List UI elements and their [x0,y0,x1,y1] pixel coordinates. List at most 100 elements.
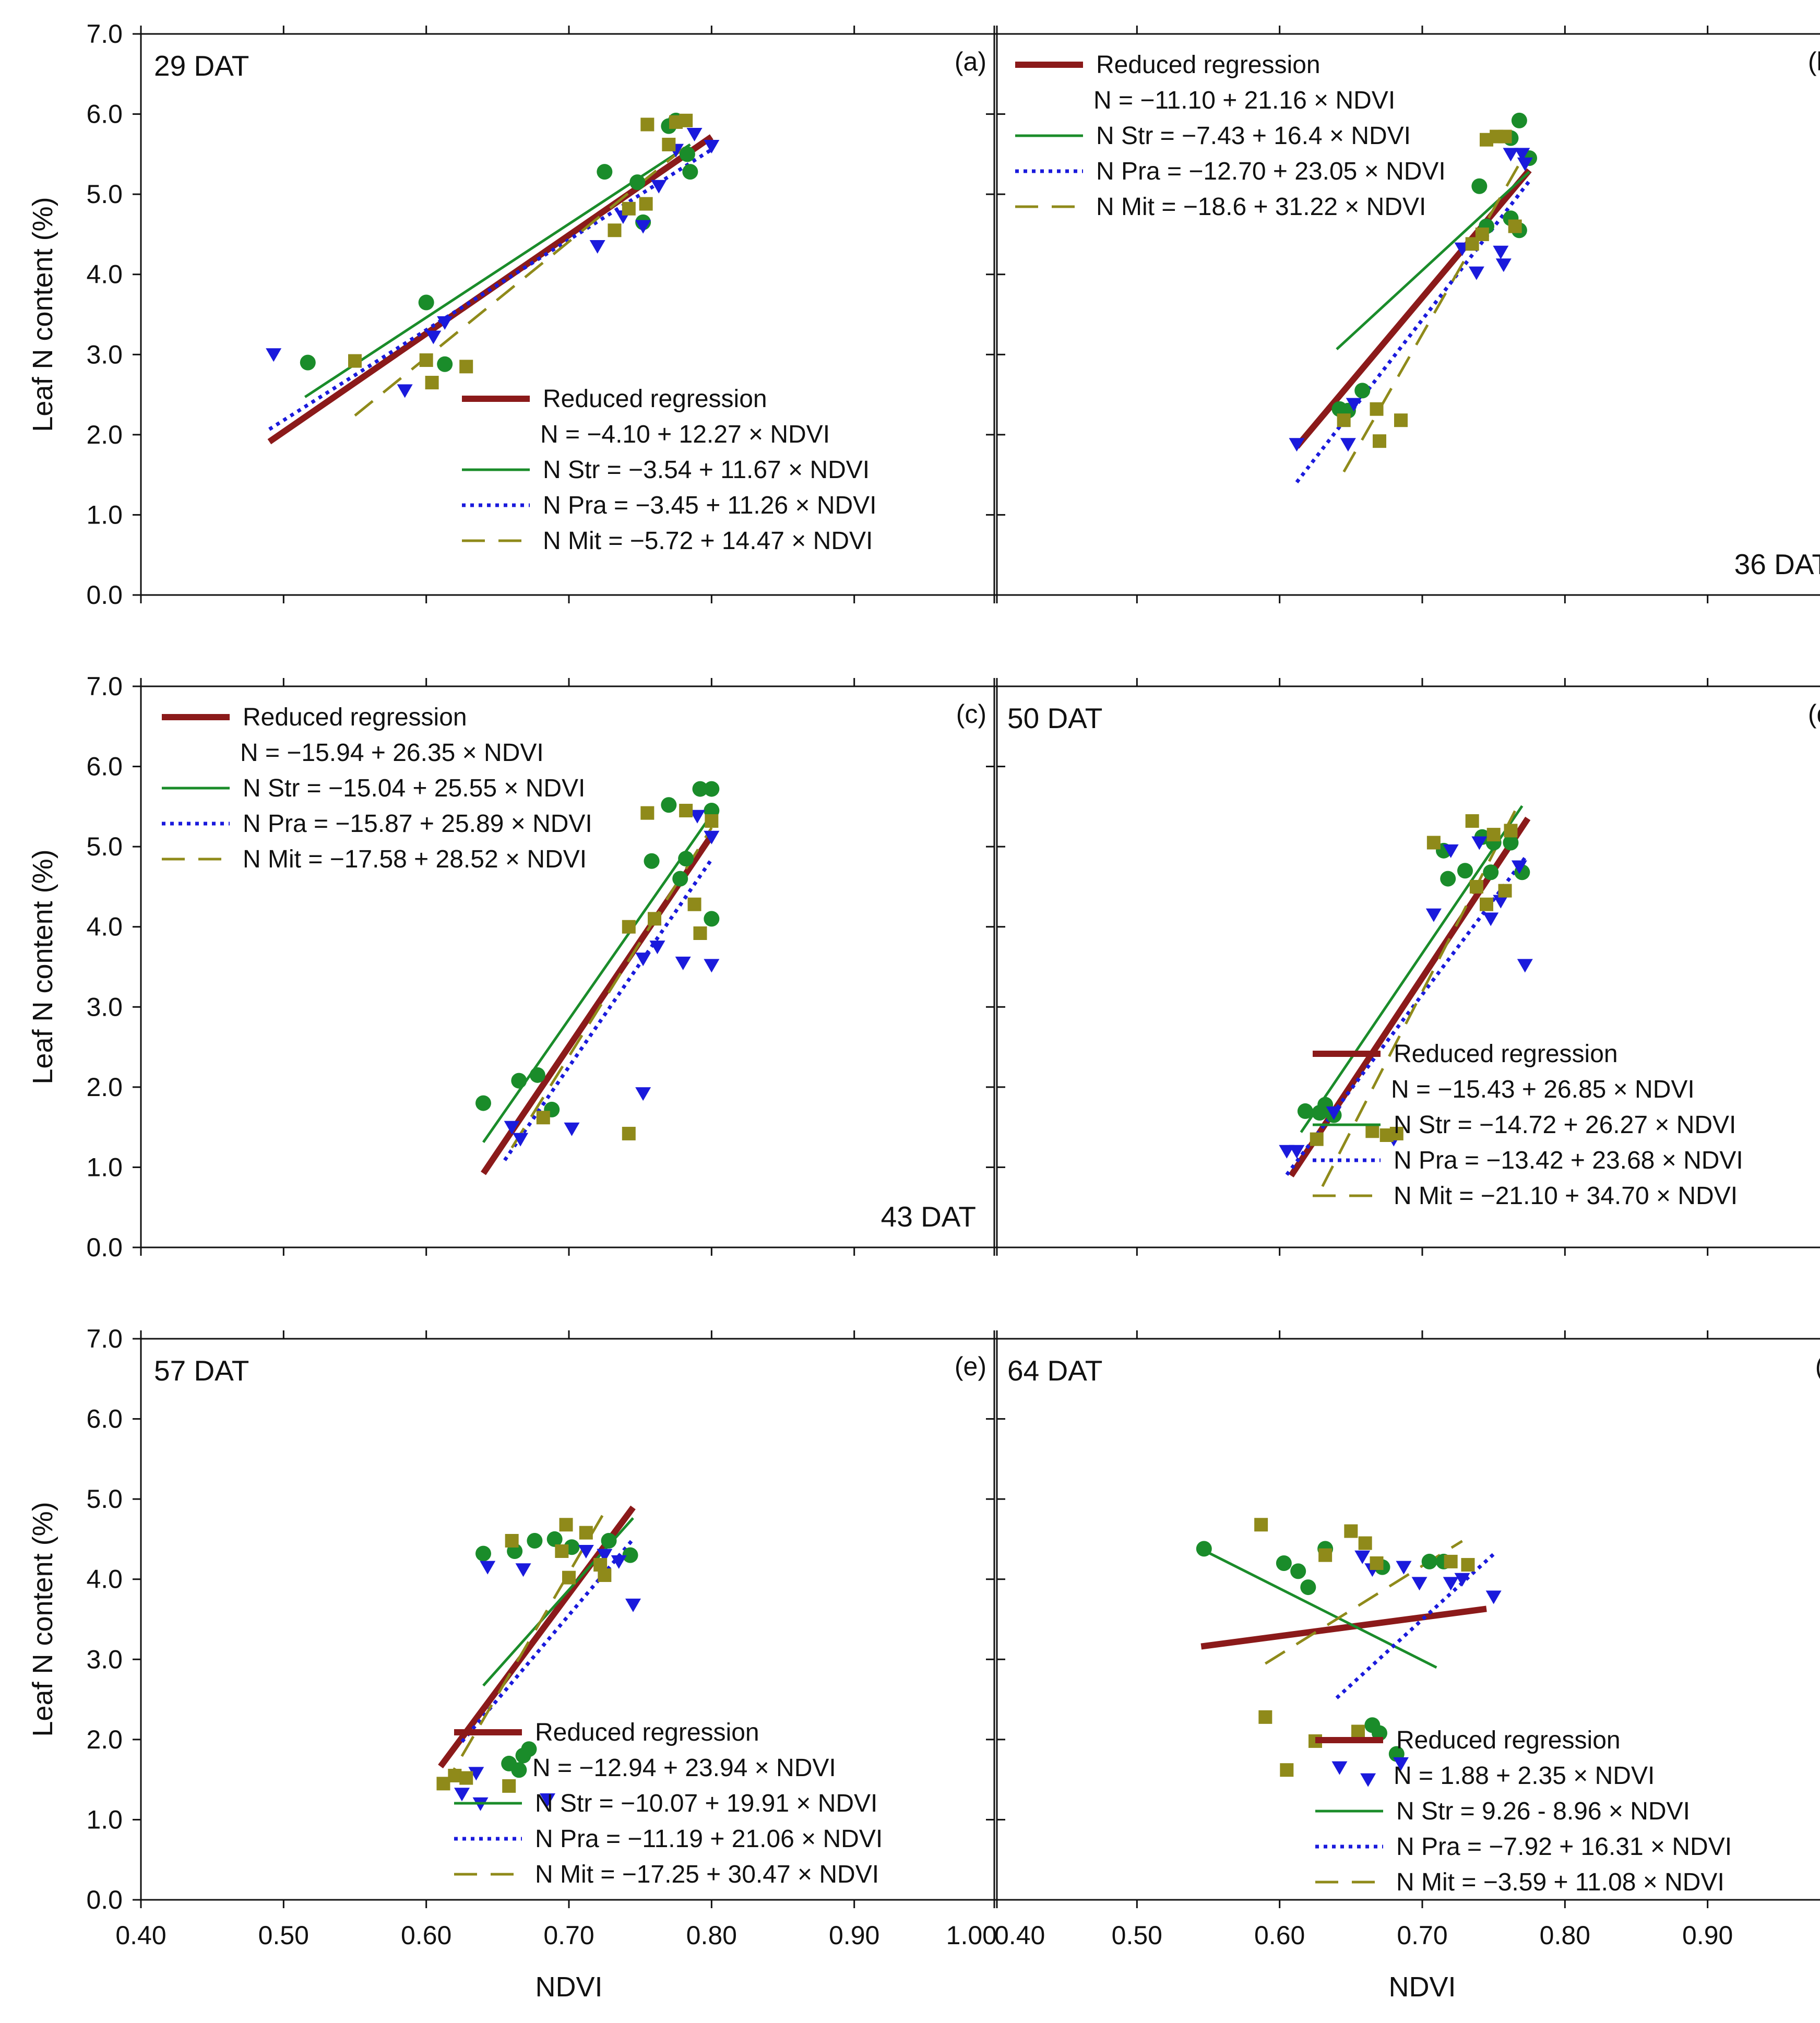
point-n-pra [1411,1577,1428,1591]
point-n-pra [1360,1773,1376,1787]
point-n-mit [1318,1548,1333,1562]
day-label: 50 DAT [1007,702,1102,734]
y-tick-label: 0.0 [86,1885,123,1914]
legend-label: N Str = −10.07 + 19.91 × NDVI [535,1790,877,1817]
point-n-mit [448,1768,462,1782]
legend-label: N Pra = −3.45 + 11.26 × NDVI [543,492,877,519]
point-n-mit [1498,129,1512,144]
plot-frame [140,685,998,1248]
point-n-mit [1370,1556,1384,1570]
point-n-str [511,1073,527,1089]
x-tick-label: 1.00 [946,1921,997,1950]
point-n-mit [436,1777,450,1791]
point-n-pra [1289,438,1305,452]
point-n-pra [480,1561,496,1575]
point-n-str [679,146,695,162]
x-tick-label: 0.50 [258,1921,309,1950]
point-n-str [1457,863,1473,879]
y-tick-label: 1.0 [86,1152,123,1182]
point-n-pra [540,1793,555,1807]
point-n-mit [687,897,701,911]
point-n-mit [679,804,693,818]
point-n-mit [662,137,676,151]
y-tick-label: 3.0 [86,992,123,1021]
point-n-mit [1358,1536,1372,1550]
point-n-pra [635,220,651,234]
panel-b: (b) 36 DAT Reduced regression N = −11.10 + … [986,26,1820,603]
legend-label: N Mit = −3.59 + 11.08 × NDVI [1396,1869,1724,1896]
legend-label: N Pra = −12.70 + 23.05 × NDVI [1096,158,1446,185]
panel-c: 0.0 1.0 2.0 3.0 4.0 5.0 6.0 7.0 Leaf N content (… [27,672,1005,1262]
point-n-mit [622,201,636,216]
regression-line-n-mit [1342,158,1524,473]
y-axis-title: Leaf N content (%) [27,197,58,432]
point-n-pra [513,1133,529,1147]
point-n-mit [562,1570,576,1585]
point-n-str [1440,871,1456,887]
legend-label: N Pra = −15.87 + 25.89 × NDVI [243,810,592,838]
day-label: 29 DAT [154,50,249,82]
point-n-str [475,1095,491,1111]
legend: Reduced regression N = −12.94 + 23.94 × N… [454,1719,883,1888]
day-label: 43 DAT [881,1200,976,1233]
point-n-pra [1503,148,1519,162]
panel-d: (d) 50 DAT Reduced regression N = −15.43 + … [986,678,1820,1256]
y-axis-title: Leaf N content (%) [27,849,58,1084]
legend-label: Reduced regression [1396,1727,1621,1754]
x-axis-title: NDVI [1388,1971,1456,2003]
y-tick-label: 2.0 [86,420,123,449]
legend-label: N Mit = −21.10 + 34.70 × NDVI [1394,1182,1738,1210]
point-n-pra [1514,148,1530,162]
point-n-mit [536,1111,550,1125]
x-tick-label: 0.50 [1112,1921,1162,1950]
point-n-str [437,356,453,372]
legend-label: N Mit = −17.25 + 30.47 × NDVI [535,1861,879,1888]
point-n-pra [437,316,453,330]
regression-line-n-str [304,143,691,398]
y-tick-label: 5.0 [86,1484,123,1514]
legend-label: N = −11.10 + 21.16 × NDVI [1093,87,1395,114]
point-n-str [597,164,613,180]
y-tick-label: 6.0 [86,1405,123,1434]
point-n-mit [1469,879,1483,894]
day-label: 64 DAT [1007,1354,1102,1387]
regression-line-reduced-regression [481,834,715,1175]
point-n-str [527,1533,543,1549]
point-n-pra [704,140,720,153]
panel-letter: (b) [1808,47,1820,76]
point-n-mit [1370,402,1384,416]
regression-line-n-mit [442,1511,606,1789]
point-n-str [678,851,694,867]
legend: Reduced regression N = −15.94 + 26.35 × N… [162,704,592,873]
point-n-str [672,871,688,887]
point-n-pra [651,180,667,194]
point-n-pra [1425,908,1442,922]
point-n-str [704,911,720,927]
point-n-str [661,797,677,813]
y-tick-label: 0.0 [86,1233,123,1262]
legend-label: N = −15.94 + 26.35 × NDVI [240,739,544,767]
point-n-str [1276,1555,1292,1571]
point-n-pra [454,1788,470,1802]
legend-label: N Str = −7.43 + 16.4 × NDVI [1096,122,1411,150]
point-n-str [1300,1579,1316,1596]
point-n-pra [1471,836,1488,850]
y-tick-label: 7.0 [86,672,123,701]
point-n-mit [1498,884,1512,898]
point-n-mit [1337,413,1351,427]
regression-line-reduced-regression [1200,1605,1487,1650]
point-n-pra [675,956,691,970]
legend-label: N = −15.43 + 26.85 × NDVI [1391,1076,1695,1103]
legend-label: N Str = −15.04 + 25.55 × NDVI [243,775,585,802]
legend: Reduced regression N = −11.10 + 21.16 × N… [1015,51,1446,221]
point-n-pra [611,1555,627,1569]
point-n-mit [1373,434,1386,448]
point-n-pra [425,330,442,344]
point-n-mit [679,113,693,127]
legend-label: Reduced regression [1394,1040,1618,1068]
panel-e: 0.40 0.50 0.60 0.70 0.80 0.90 1.00 0.0 1.0 2.0 3.0… [27,1324,1005,2003]
point-n-str [692,781,708,797]
regression-line-n-pra [268,148,713,431]
point-n-str [1196,1541,1212,1557]
